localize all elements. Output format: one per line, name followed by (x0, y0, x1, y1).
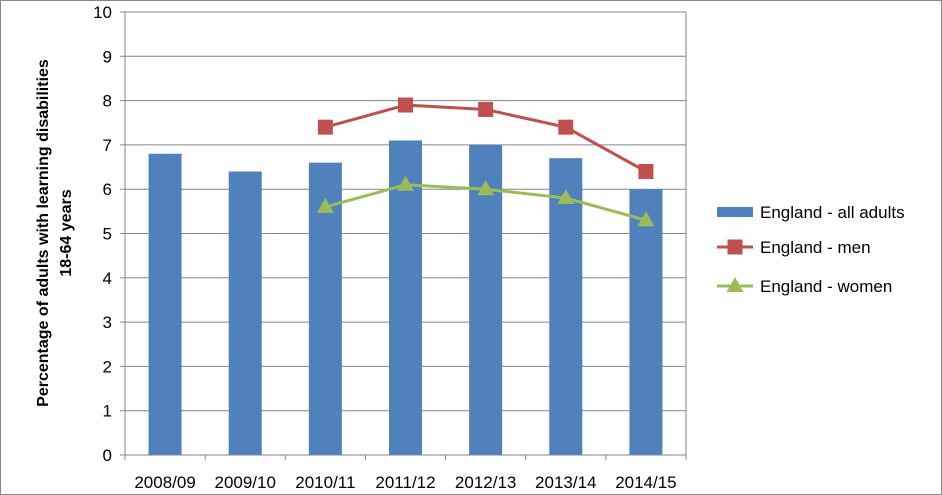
bar (549, 158, 583, 455)
x-tick-label: 2009/10 (214, 473, 275, 492)
bar (228, 171, 262, 456)
y-tick-label: 10 (93, 3, 112, 22)
tick-labels: 0 1 2 3 4 5 6 7 8 9 10 2008/09 2009/10 2010/11 2011/12… (93, 3, 677, 492)
bar (148, 153, 182, 455)
y-tick-label: 4 (103, 269, 112, 288)
data-point-triangle (637, 211, 655, 227)
data-point-square (398, 97, 413, 113)
y-axis-title-line2: 18-64 years (58, 189, 75, 276)
legend: England - all adults England - men England… (717, 203, 905, 296)
y-axis-title-group: Percentage of adults with learning disab… (35, 59, 75, 407)
legend-label: England - men (760, 238, 871, 257)
data-point-triangle (397, 175, 414, 191)
bar-series (148, 140, 663, 456)
x-tick-label: 2010/11 (295, 473, 355, 492)
data-point-square (478, 101, 494, 117)
line-series (316, 97, 655, 227)
y-tick-label: 0 (103, 446, 112, 465)
bar (629, 189, 663, 455)
y-tick-label: 1 (103, 402, 112, 421)
x-tick-label: 2014/15 (615, 473, 676, 492)
x-tick-label: 2008/09 (134, 473, 195, 492)
axes (120, 11, 687, 460)
y-tick-label: 2 (103, 357, 112, 376)
y-tick-label: 8 (103, 92, 112, 111)
data-point-square (638, 163, 654, 179)
bar (469, 144, 503, 455)
x-tick-label: 2011/12 (375, 473, 435, 492)
data-point-triangle (557, 189, 575, 205)
legend-swatch-bar (717, 207, 753, 217)
x-tick-label: 2012/13 (455, 473, 516, 492)
y-tick-label: 5 (103, 225, 112, 244)
y-tick-label: 9 (103, 47, 112, 66)
x-tick-label: 2013/14 (535, 473, 596, 492)
bar (389, 140, 422, 455)
y-tick-label: 7 (103, 136, 112, 155)
legend-label: England - women (760, 277, 892, 296)
legend-marker-triangle (726, 277, 744, 292)
y-axis-title-line1: Percentage of adults with learning disab… (35, 59, 52, 407)
legend-marker-square (727, 239, 743, 255)
data-point-triangle (477, 180, 495, 196)
data-point-square (317, 119, 333, 135)
y-tick-label: 6 (103, 180, 112, 199)
y-tick-label: 3 (103, 313, 112, 332)
data-point-triangle (316, 197, 334, 213)
legend-label: England - all adults (760, 203, 905, 222)
data-point-square (558, 119, 574, 135)
